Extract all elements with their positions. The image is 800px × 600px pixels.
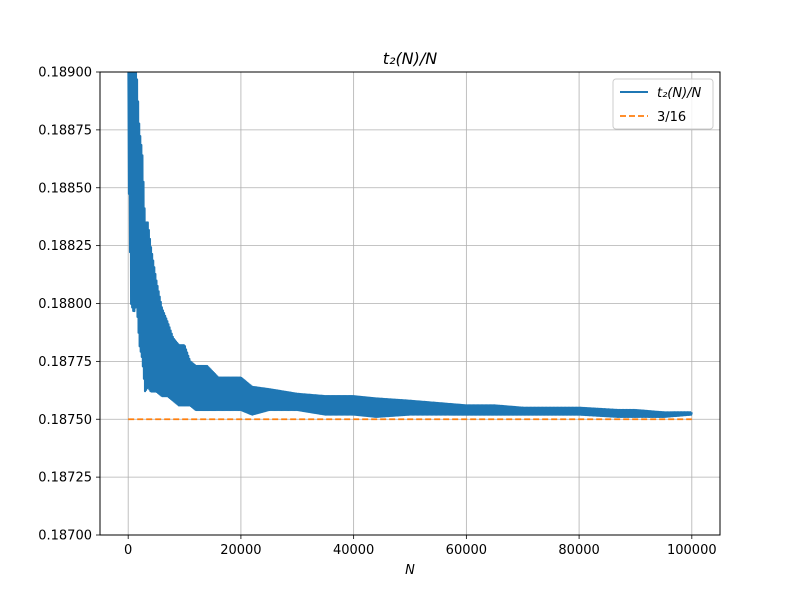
y-axis: 0.18700 0.18725 0.18750 0.18775 0.18800 0.188… bbox=[38, 66, 100, 544]
y-tick-label: 0.18875 bbox=[38, 123, 92, 138]
series-layer bbox=[127, 72, 693, 421]
y-tick-label: 0.18700 bbox=[38, 529, 92, 544]
y-tick-label: 0.18800 bbox=[38, 297, 92, 312]
legend: t₂(N)/N 3/16 bbox=[612, 78, 714, 130]
y-tick-label: 0.18725 bbox=[38, 471, 92, 486]
x-tick-label: 80000 bbox=[558, 543, 599, 558]
y-tick-label: 0.18825 bbox=[38, 239, 92, 254]
x-tick-label: 100000 bbox=[667, 543, 717, 558]
x-axis: 0 20000 40000 60000 80000 100000 bbox=[124, 535, 717, 558]
y-tick-label: 0.18775 bbox=[38, 355, 92, 370]
x-axis-label: N bbox=[405, 563, 415, 578]
x-tick-label: 20000 bbox=[220, 543, 261, 558]
chart-title: t₂(N)/N bbox=[383, 49, 438, 68]
series-t2-line bbox=[127, 72, 693, 419]
y-tick-label: 0.18850 bbox=[38, 181, 92, 196]
x-tick-label: 40000 bbox=[333, 543, 374, 558]
y-tick-label: 0.18750 bbox=[38, 413, 92, 428]
y-tick-label: 0.18900 bbox=[38, 66, 92, 81]
legend-label-3-16: 3/16 bbox=[657, 110, 686, 125]
x-tick-label: 0 bbox=[124, 543, 132, 558]
legend-label-t2: t₂(N)/N bbox=[657, 86, 702, 101]
x-tick-label: 60000 bbox=[446, 543, 487, 558]
